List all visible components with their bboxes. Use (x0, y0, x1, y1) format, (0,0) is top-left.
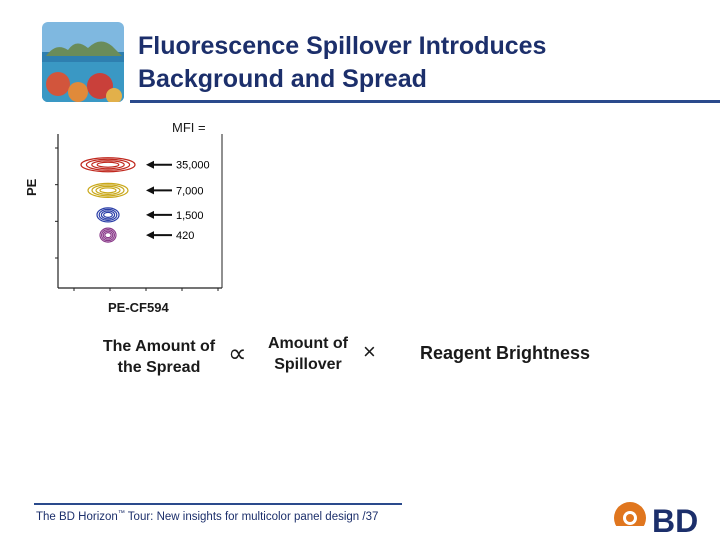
slide-title: Fluorescence Spillover Introduces Backgr… (138, 30, 546, 96)
bd-logo: BD (614, 502, 698, 538)
population-contour (96, 207, 120, 223)
population-contour (91, 184, 125, 197)
population-contour (99, 187, 117, 194)
mfi-arrowhead (146, 210, 154, 219)
footer-text: The BD Horizon™ Tour: New insights for m… (36, 510, 378, 523)
population-contour (96, 161, 120, 168)
mfi-arrowhead (146, 160, 154, 169)
population-contour (91, 160, 125, 170)
chart-title: MFI = (172, 120, 206, 135)
mfi-arrowhead (146, 231, 154, 240)
multiply-symbol: × (363, 339, 376, 364)
population-contour (85, 158, 131, 171)
population-1 (87, 182, 129, 198)
population-contour (100, 210, 116, 220)
flow-cytometry-plot: 35,000 7,000 1,500 420 (55, 134, 223, 291)
population-contour (87, 182, 129, 198)
footer-page: /37 (359, 510, 379, 523)
x-axis-label: PE-CF594 (108, 300, 169, 315)
y-axis-label: PE (24, 178, 39, 196)
mfi-value-label: 420 (176, 230, 194, 242)
bd-logo-text: BD (652, 503, 698, 538)
population-contour (95, 185, 121, 195)
spillover-line-2: Spillover (274, 356, 342, 373)
spillover-line-1: Amount of (268, 335, 348, 352)
population-contour (102, 230, 114, 240)
spillover-term: Amount of Spillover (258, 333, 358, 375)
proportional-symbol: ∝ (228, 338, 247, 368)
bd-sunburst-icon (614, 502, 646, 538)
population-contour (80, 157, 136, 173)
spread-term: The Amount of the Spread (92, 336, 226, 378)
footer-rest: New insights for multicolor panel design (153, 510, 360, 523)
spread-line-1: The Amount of (102, 338, 216, 355)
footer-divider (34, 503, 402, 505)
reagent-brightness-term: Reagent Brightness (420, 343, 591, 363)
population-contour (99, 227, 117, 243)
mfi-arrowhead (146, 186, 154, 195)
title-line-2: Background and Spread (138, 65, 427, 93)
footer-tour: Tour: (124, 510, 154, 523)
spread-line-2: the Spread (117, 359, 201, 376)
mfi-value-label: 7,000 (176, 185, 204, 197)
title-divider (130, 100, 720, 103)
footer-lead: The BD Horizon (36, 510, 118, 523)
population-contour (100, 229, 115, 242)
population-contour (104, 232, 112, 239)
title-line-1: Fluorescence Spillover Introduces (138, 32, 547, 60)
mfi-value-label: 1,500 (176, 210, 204, 222)
footer-trademark: ™ (117, 510, 125, 517)
population-0 (80, 157, 136, 173)
population-3 (99, 227, 117, 243)
population-2 (96, 207, 120, 223)
population-contour (98, 208, 118, 221)
ocean-reef-image (42, 22, 124, 102)
population-contour (102, 211, 113, 218)
mfi-value-label: 35,000 (176, 160, 210, 172)
